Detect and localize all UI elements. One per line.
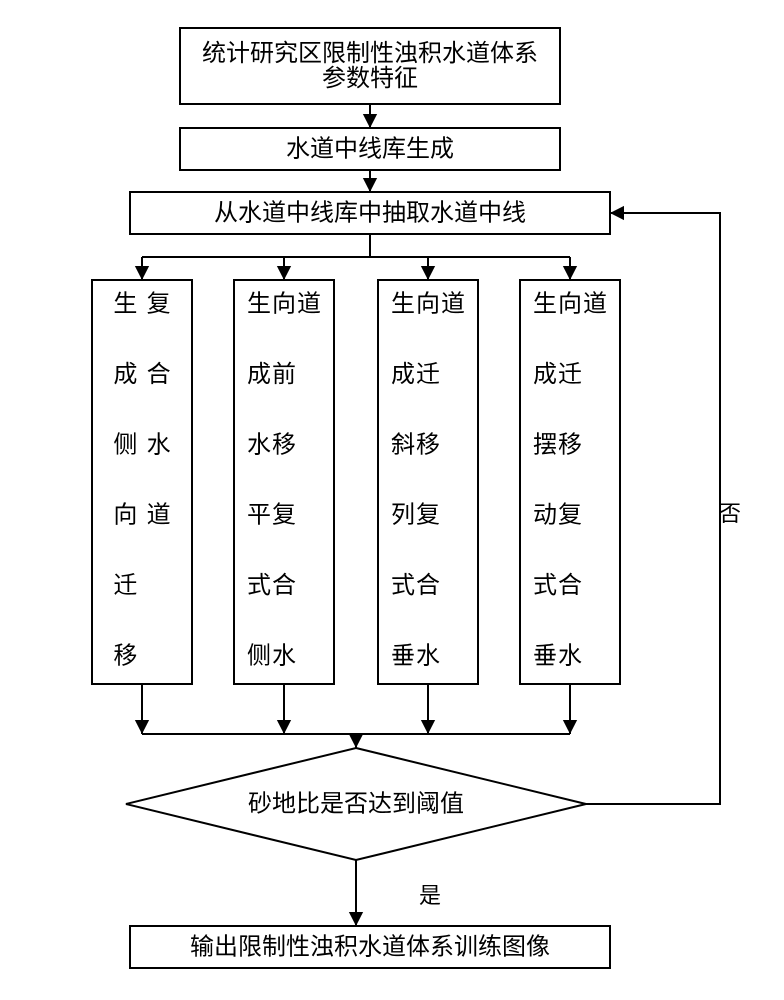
- column-1-text: 合: [272, 572, 296, 599]
- column-0-text: 水: [147, 431, 171, 458]
- column-3-text: 生: [533, 291, 557, 318]
- column-0-text: 复: [147, 291, 171, 318]
- column-3: 生成摆动式垂 向迁移复合水 道: [520, 280, 620, 684]
- column-2-text: 斜: [391, 431, 415, 458]
- column-1-text: 向: [272, 291, 296, 318]
- box-params-label: 统计研究区限制性浊积水道体系: [202, 40, 538, 67]
- column-1-text: 道: [297, 291, 321, 318]
- column-3-text: 垂: [533, 643, 557, 670]
- column-2-text: 移: [416, 431, 440, 458]
- column-0-text: 合: [147, 361, 171, 388]
- column-0-text: 侧: [113, 431, 137, 458]
- column-3-text: 水: [558, 643, 582, 670]
- box-midline-gen-label: 水道中线库生成: [286, 136, 454, 163]
- column-2-text: 迁: [416, 361, 440, 388]
- column-2-text: 合: [416, 572, 440, 599]
- box-params-label: 参数特征: [322, 65, 418, 92]
- column-1-text: 移: [272, 431, 296, 458]
- column-3-text: 迁: [558, 361, 582, 388]
- column-1-text: 侧: [247, 643, 271, 670]
- column-3-text: 动: [533, 502, 557, 529]
- box-output-label: 输出限制性浊积水道体系训练图像: [190, 934, 550, 961]
- label-no: 否: [719, 501, 741, 526]
- column-3-text: 道: [583, 291, 607, 318]
- column-3-text: 移: [558, 431, 582, 458]
- column-0-text: 向: [113, 502, 137, 529]
- column-2-text: 垂: [391, 643, 415, 670]
- column-1-text: 水: [247, 431, 271, 458]
- column-3-text: 摆: [533, 431, 557, 458]
- column-1-text: 式: [247, 572, 271, 599]
- column-2-text: 复: [416, 502, 440, 529]
- column-0-text: 生: [113, 291, 137, 318]
- box-extract-label: 从水道中线库中抽取水道中线: [214, 200, 526, 227]
- column-0-text: 移: [113, 643, 137, 670]
- column-1-text: 平: [247, 503, 271, 529]
- column-1-text: 复: [272, 502, 296, 529]
- column-2-text: 水: [416, 643, 440, 670]
- column-3-text: 合: [558, 572, 582, 599]
- column-2-text: 列: [391, 502, 415, 529]
- column-2-text: 成: [391, 361, 415, 388]
- column-0-text: 成: [113, 361, 137, 388]
- column-3-text: 成: [533, 361, 557, 388]
- column-1: 生成水平式侧向前移复合水道: [234, 280, 334, 684]
- column-3-text: 复: [558, 502, 582, 529]
- decision-label: 砂地比是否达到阈值: [248, 791, 464, 818]
- column-1-text: 成: [247, 361, 271, 388]
- label-yes: 是: [419, 883, 441, 908]
- column-3-text: 式: [533, 572, 557, 599]
- column-2-text: 式: [391, 572, 415, 599]
- column-2-text: 向: [416, 291, 440, 318]
- column-0-text: 迁: [113, 572, 137, 599]
- column-1-text: 水: [272, 643, 296, 670]
- column-3-text: 向: [558, 291, 582, 318]
- column-2-text: 道: [441, 291, 465, 318]
- column-0: 生成侧向迁移 复合水道: [92, 280, 192, 684]
- column-2: 生成斜列式垂 向迁移复合水 道: [378, 280, 478, 684]
- column-2-text: 生: [391, 291, 415, 318]
- column-1-text: 生: [247, 291, 271, 318]
- column-0-text: 道: [147, 502, 171, 529]
- column-1-text: 前: [272, 361, 296, 388]
